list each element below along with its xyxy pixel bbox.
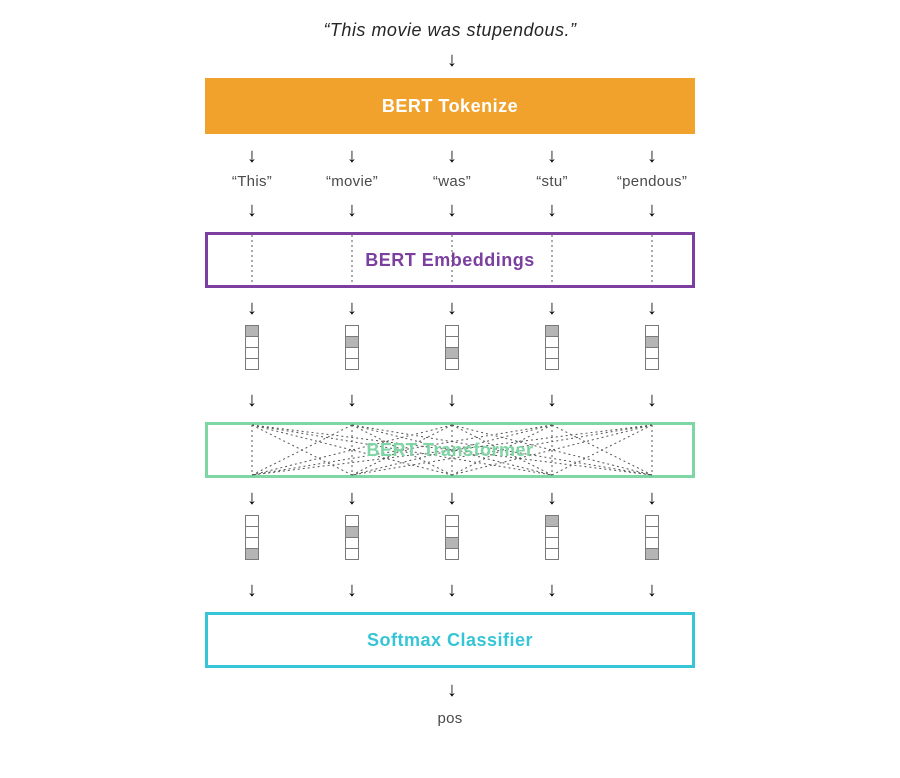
embedding-vector [345, 326, 359, 370]
arrow-down-icon: ↓ [547, 488, 557, 508]
token-label: “movie” [326, 173, 378, 190]
arrow-down-icon: ↓ [347, 146, 357, 166]
arrow-down-icon: ↓ [647, 390, 657, 410]
embedding-vector [245, 326, 259, 370]
arrow-down-icon: ↓ [347, 580, 357, 600]
token-label: “This” [232, 173, 272, 190]
arrow-down-icon: ↓ [647, 146, 657, 166]
arrow-down-icon: ↓ [247, 580, 257, 600]
arrow-down-icon: ↓ [447, 50, 457, 70]
arrow-down-icon: ↓ [547, 390, 557, 410]
arrow-down-icon: ↓ [647, 488, 657, 508]
arrow-down-icon: ↓ [447, 680, 457, 700]
output-label: pos [0, 710, 900, 727]
token-label: “stu” [536, 173, 568, 190]
arrow-down-icon: ↓ [447, 200, 457, 220]
arrow-down-icon: ↓ [447, 390, 457, 410]
stage-classifier: Softmax Classifier [205, 612, 695, 668]
arrow-down-icon: ↓ [547, 298, 557, 318]
stage-embeddings: BERT Embeddings [205, 232, 695, 288]
arrow-down-icon: ↓ [647, 580, 657, 600]
stage-transformer: BERT Transformer [205, 422, 695, 478]
embedding-vector [545, 326, 559, 370]
transformed-vector [645, 516, 659, 560]
arrow-down-icon: ↓ [347, 200, 357, 220]
arrow-down-icon: ↓ [247, 298, 257, 318]
embedding-vector [645, 326, 659, 370]
input-sentence: “This movie was stupendous.” [0, 20, 900, 41]
arrow-down-icon: ↓ [247, 390, 257, 410]
arrow-down-icon: ↓ [347, 390, 357, 410]
token-label: “was” [433, 173, 471, 190]
stage-tokenize-label: BERT Tokenize [382, 96, 518, 117]
arrow-down-icon: ↓ [247, 200, 257, 220]
stage-classifier-label: Softmax Classifier [367, 630, 533, 651]
arrow-down-icon: ↓ [547, 146, 557, 166]
transformed-vector [545, 516, 559, 560]
token-label: “pendous” [617, 173, 687, 190]
transformed-vector [445, 516, 459, 560]
arrow-down-icon: ↓ [647, 298, 657, 318]
stage-tokenize: BERT Tokenize [205, 78, 695, 134]
arrow-down-icon: ↓ [647, 200, 657, 220]
arrow-down-icon: ↓ [547, 580, 557, 600]
arrow-down-icon: ↓ [347, 488, 357, 508]
arrow-down-icon: ↓ [247, 488, 257, 508]
stage-embeddings-label: BERT Embeddings [365, 250, 535, 271]
bert-pipeline-diagram: “This movie was stupendous.” ↓ BERT Toke… [0, 0, 900, 778]
arrow-down-icon: ↓ [447, 580, 457, 600]
arrow-down-icon: ↓ [447, 488, 457, 508]
transformed-vector [345, 516, 359, 560]
arrow-down-icon: ↓ [447, 146, 457, 166]
arrow-down-icon: ↓ [247, 146, 257, 166]
arrow-down-icon: ↓ [447, 298, 457, 318]
transformed-vector [245, 516, 259, 560]
stage-transformer-label: BERT Transformer [366, 440, 533, 461]
arrow-down-icon: ↓ [347, 298, 357, 318]
embedding-vector [445, 326, 459, 370]
arrow-down-icon: ↓ [547, 200, 557, 220]
